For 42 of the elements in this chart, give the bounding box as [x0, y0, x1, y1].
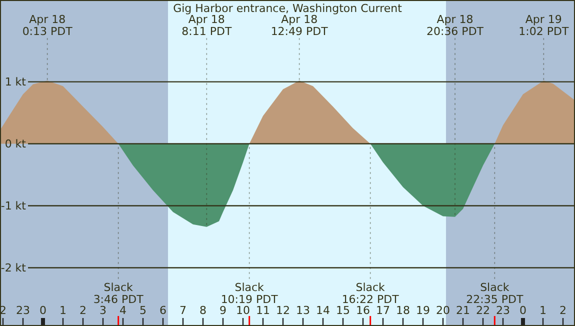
x-tick-label: 0 — [40, 304, 46, 317]
y-tick-label: 0 kt — [4, 138, 27, 151]
annotation: Apr 18 0:13 PDT — [22, 13, 73, 38]
x-tick-label: 10 — [236, 304, 250, 317]
x-tick-label: 14 — [316, 304, 330, 317]
x-tick-label: 17 — [376, 304, 390, 317]
x-tick-label: 19 — [416, 304, 430, 317]
y-tick-label: -2 kt — [0, 262, 27, 275]
x-tick-label: 7 — [180, 304, 186, 317]
x-tick-label: 8 — [200, 304, 206, 317]
x-tick-label: 2 — [560, 304, 566, 317]
chart-title: Gig Harbor entrance, Washington Current — [173, 2, 403, 15]
x-tick-label: 1 — [60, 304, 66, 317]
annotation: Apr 18 8:11 PDT — [182, 13, 232, 38]
x-tick-label: 9 — [220, 304, 226, 317]
x-tick-label: 4 — [120, 304, 126, 317]
x-tick-label: 13 — [296, 304, 310, 317]
annotation: Apr 18 12:49 PDT — [270, 13, 328, 38]
annotation: Apr 19 1:02 PDT — [518, 13, 569, 38]
x-tick-label: 2 — [80, 304, 86, 317]
x-tick-label: 1 — [540, 304, 546, 317]
x-tick-label: 6 — [160, 304, 166, 317]
x-tick-label: 12 — [276, 304, 290, 317]
annotation: Slack 22:35 PDT — [466, 281, 524, 306]
x-tick-label: 3 — [100, 304, 106, 317]
x-tick-label: 0 — [520, 304, 526, 317]
x-tick-label: 11 — [256, 304, 270, 317]
x-tick-label: 18 — [396, 304, 410, 317]
x-tick-label: 23 — [496, 304, 510, 317]
x-tick-label: 16 — [356, 304, 370, 317]
x-tick-label: 21 — [456, 304, 470, 317]
annotation: Slack 3:46 PDT — [93, 281, 144, 306]
annotation: Slack 10:19 PDT — [220, 281, 278, 306]
x-tick-label: 5 — [140, 304, 146, 317]
x-tick-label: 23 — [16, 304, 30, 317]
y-tick-label: -1 kt — [0, 200, 27, 213]
annotation: Slack 16:22 PDT — [342, 281, 400, 306]
x-tick-label: 15 — [336, 304, 350, 317]
annotation: Apr 18 20:36 PDT — [426, 13, 484, 38]
x-tick-label: 22 — [476, 304, 490, 317]
x-tick-label: 20 — [436, 304, 450, 317]
y-tick-label: 1 kt — [4, 76, 27, 89]
